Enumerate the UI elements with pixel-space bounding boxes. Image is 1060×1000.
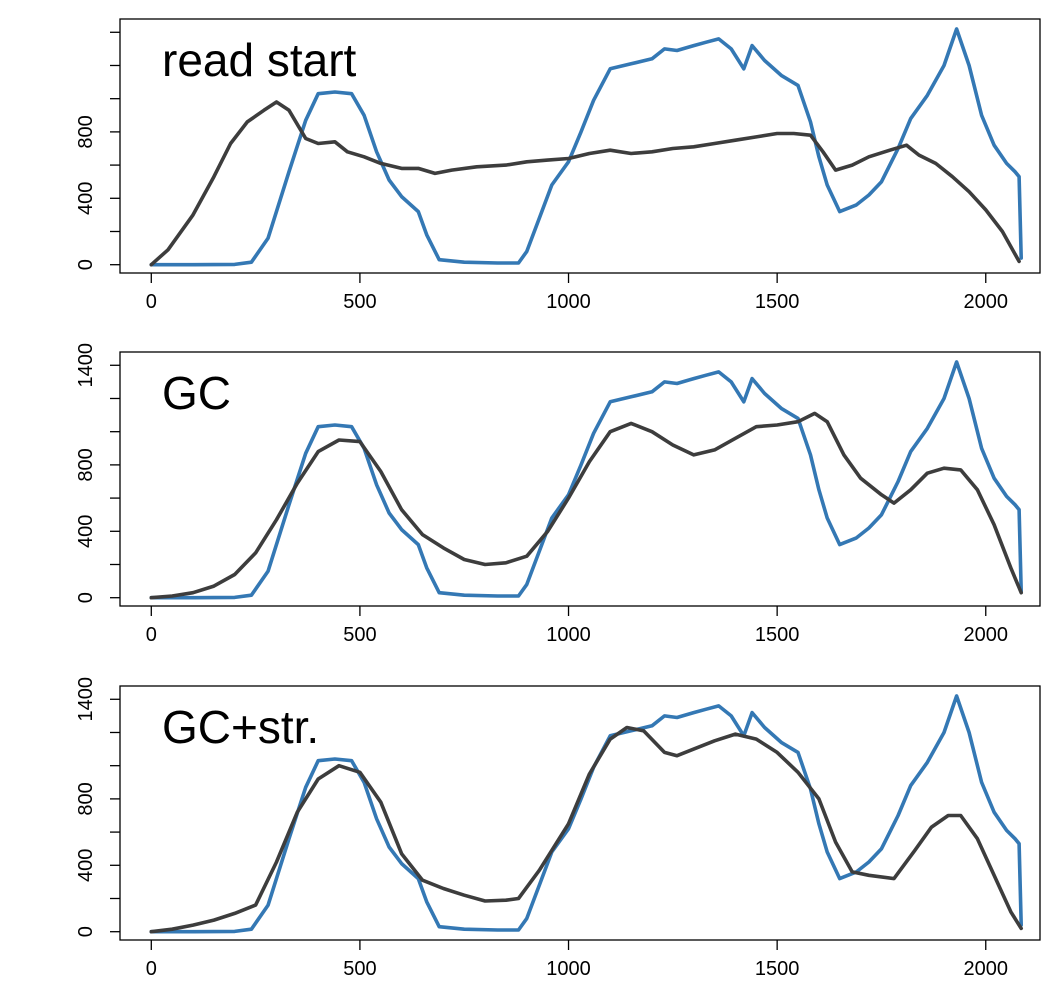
plot-frame (119, 18, 1041, 274)
y-tick-label: 800 (75, 782, 97, 815)
y-tick-label: 800 (75, 115, 97, 148)
y-tick-label: 400 (75, 849, 97, 882)
y-tick-label: 0 (75, 592, 97, 603)
panel-title: GC (162, 367, 231, 419)
y-tick-label: 1400 (75, 343, 97, 388)
plot-frame (119, 351, 1041, 607)
x-tick-label: 0 (146, 958, 157, 980)
x-tick-label: 0 (146, 291, 157, 313)
x-tick-label: 2000 (964, 958, 1009, 980)
x-tick-label: 2000 (964, 291, 1009, 313)
x-tick-label: 500 (343, 958, 376, 980)
y-tick-label: 800 (75, 448, 97, 481)
y-tick-label: 400 (75, 182, 97, 215)
y-tick-label: 400 (75, 515, 97, 548)
x-tick-label: 1000 (546, 958, 591, 980)
predicted-coverage-line (149, 100, 1021, 267)
y-tick-label: 1400 (75, 677, 97, 722)
chart-panel-3: 0 500 1000 1500 2000 0 400 800 1400 GC+str. (75, 677, 1041, 980)
y-tick-label: 0 (75, 259, 97, 270)
predicted-coverage-line (149, 725, 1023, 934)
y-tick-label: 0 (75, 926, 97, 937)
x-tick-label: 1000 (546, 291, 591, 313)
chart-panel-2: 0 500 1000 1500 2000 0 400 800 1400 GC (75, 343, 1041, 646)
observed-coverage-line (149, 360, 1023, 600)
x-tick-label: 1000 (546, 624, 591, 646)
x-tick-label: 1500 (755, 958, 800, 980)
x-tick-label: 0 (146, 624, 157, 646)
panel-title: GC+str. (162, 701, 319, 753)
panel-title: read start (162, 34, 357, 86)
x-tick-label: 1500 (755, 624, 800, 646)
x-tick-label: 2000 (964, 624, 1009, 646)
x-tick-label: 500 (343, 624, 376, 646)
observed-coverage-line (149, 27, 1023, 267)
predicted-coverage-line (149, 411, 1023, 600)
x-tick-label: 500 (343, 291, 376, 313)
chart-panel-1: 0 500 1000 1500 2000 0 400 800 read start (75, 18, 1041, 313)
plot-frame (119, 685, 1041, 941)
x-tick-label: 1500 (755, 291, 800, 313)
